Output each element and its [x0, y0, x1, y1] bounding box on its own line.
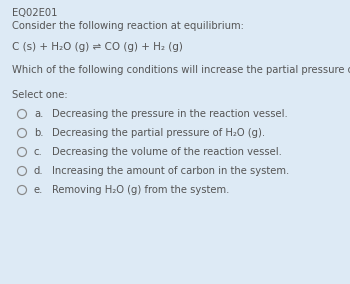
- Text: b.: b.: [34, 128, 43, 138]
- Text: Decreasing the partial pressure of H₂O (g).: Decreasing the partial pressure of H₂O (…: [52, 128, 265, 138]
- Text: d.: d.: [34, 166, 44, 176]
- Text: Increasing the amount of carbon in the system.: Increasing the amount of carbon in the s…: [52, 166, 289, 176]
- Text: C (s) + H₂O (g) ⇌ CO (g) + H₂ (g): C (s) + H₂O (g) ⇌ CO (g) + H₂ (g): [12, 42, 183, 52]
- Text: Which of the following conditions will increase the partial pressure of CO?: Which of the following conditions will i…: [12, 65, 350, 75]
- Text: Consider the following reaction at equilibrium:: Consider the following reaction at equil…: [12, 21, 244, 31]
- Text: Decreasing the pressure in the reaction vessel.: Decreasing the pressure in the reaction …: [52, 109, 288, 119]
- Text: c.: c.: [34, 147, 43, 157]
- Text: Decreasing the volume of the reaction vessel.: Decreasing the volume of the reaction ve…: [52, 147, 282, 157]
- Text: a.: a.: [34, 109, 43, 119]
- Text: Removing H₂O (g) from the system.: Removing H₂O (g) from the system.: [52, 185, 229, 195]
- Text: e.: e.: [34, 185, 43, 195]
- Text: EQ02E01: EQ02E01: [12, 8, 57, 18]
- Text: Select one:: Select one:: [12, 90, 68, 100]
